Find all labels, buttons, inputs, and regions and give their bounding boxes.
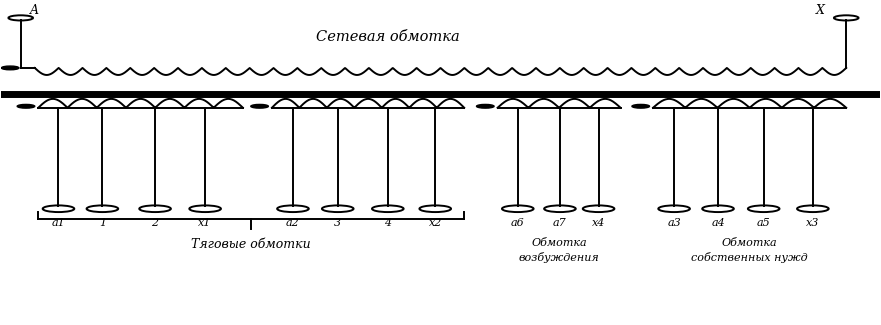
Circle shape [477, 104, 494, 108]
Text: x1: x1 [198, 218, 211, 227]
Text: a4: a4 [711, 218, 725, 227]
Text: 3: 3 [334, 218, 341, 227]
Text: a7: a7 [553, 218, 566, 227]
Text: 4: 4 [384, 218, 391, 227]
Circle shape [18, 104, 34, 108]
Text: a3: a3 [667, 218, 681, 227]
Circle shape [2, 66, 19, 70]
Text: x3: x3 [806, 218, 819, 227]
Text: a2: a2 [286, 218, 300, 227]
Text: Тяговые обмотки: Тяговые обмотки [191, 238, 311, 251]
Text: Обмотка
возбуждения: Обмотка возбуждения [519, 238, 599, 263]
Text: Обмотка
собственных нужд: Обмотка собственных нужд [692, 238, 808, 263]
Text: X: X [816, 4, 825, 17]
Circle shape [251, 104, 269, 108]
Circle shape [632, 104, 649, 108]
Text: Сетевая обмотка: Сетевая обмотка [316, 30, 460, 44]
Text: a5: a5 [757, 218, 771, 227]
Text: 2: 2 [152, 218, 159, 227]
Text: x4: x4 [592, 218, 605, 227]
Text: x2: x2 [428, 218, 442, 227]
Text: A: A [29, 4, 39, 17]
Text: 1: 1 [99, 218, 106, 227]
Text: a1: a1 [52, 218, 65, 227]
Text: a6: a6 [511, 218, 525, 227]
